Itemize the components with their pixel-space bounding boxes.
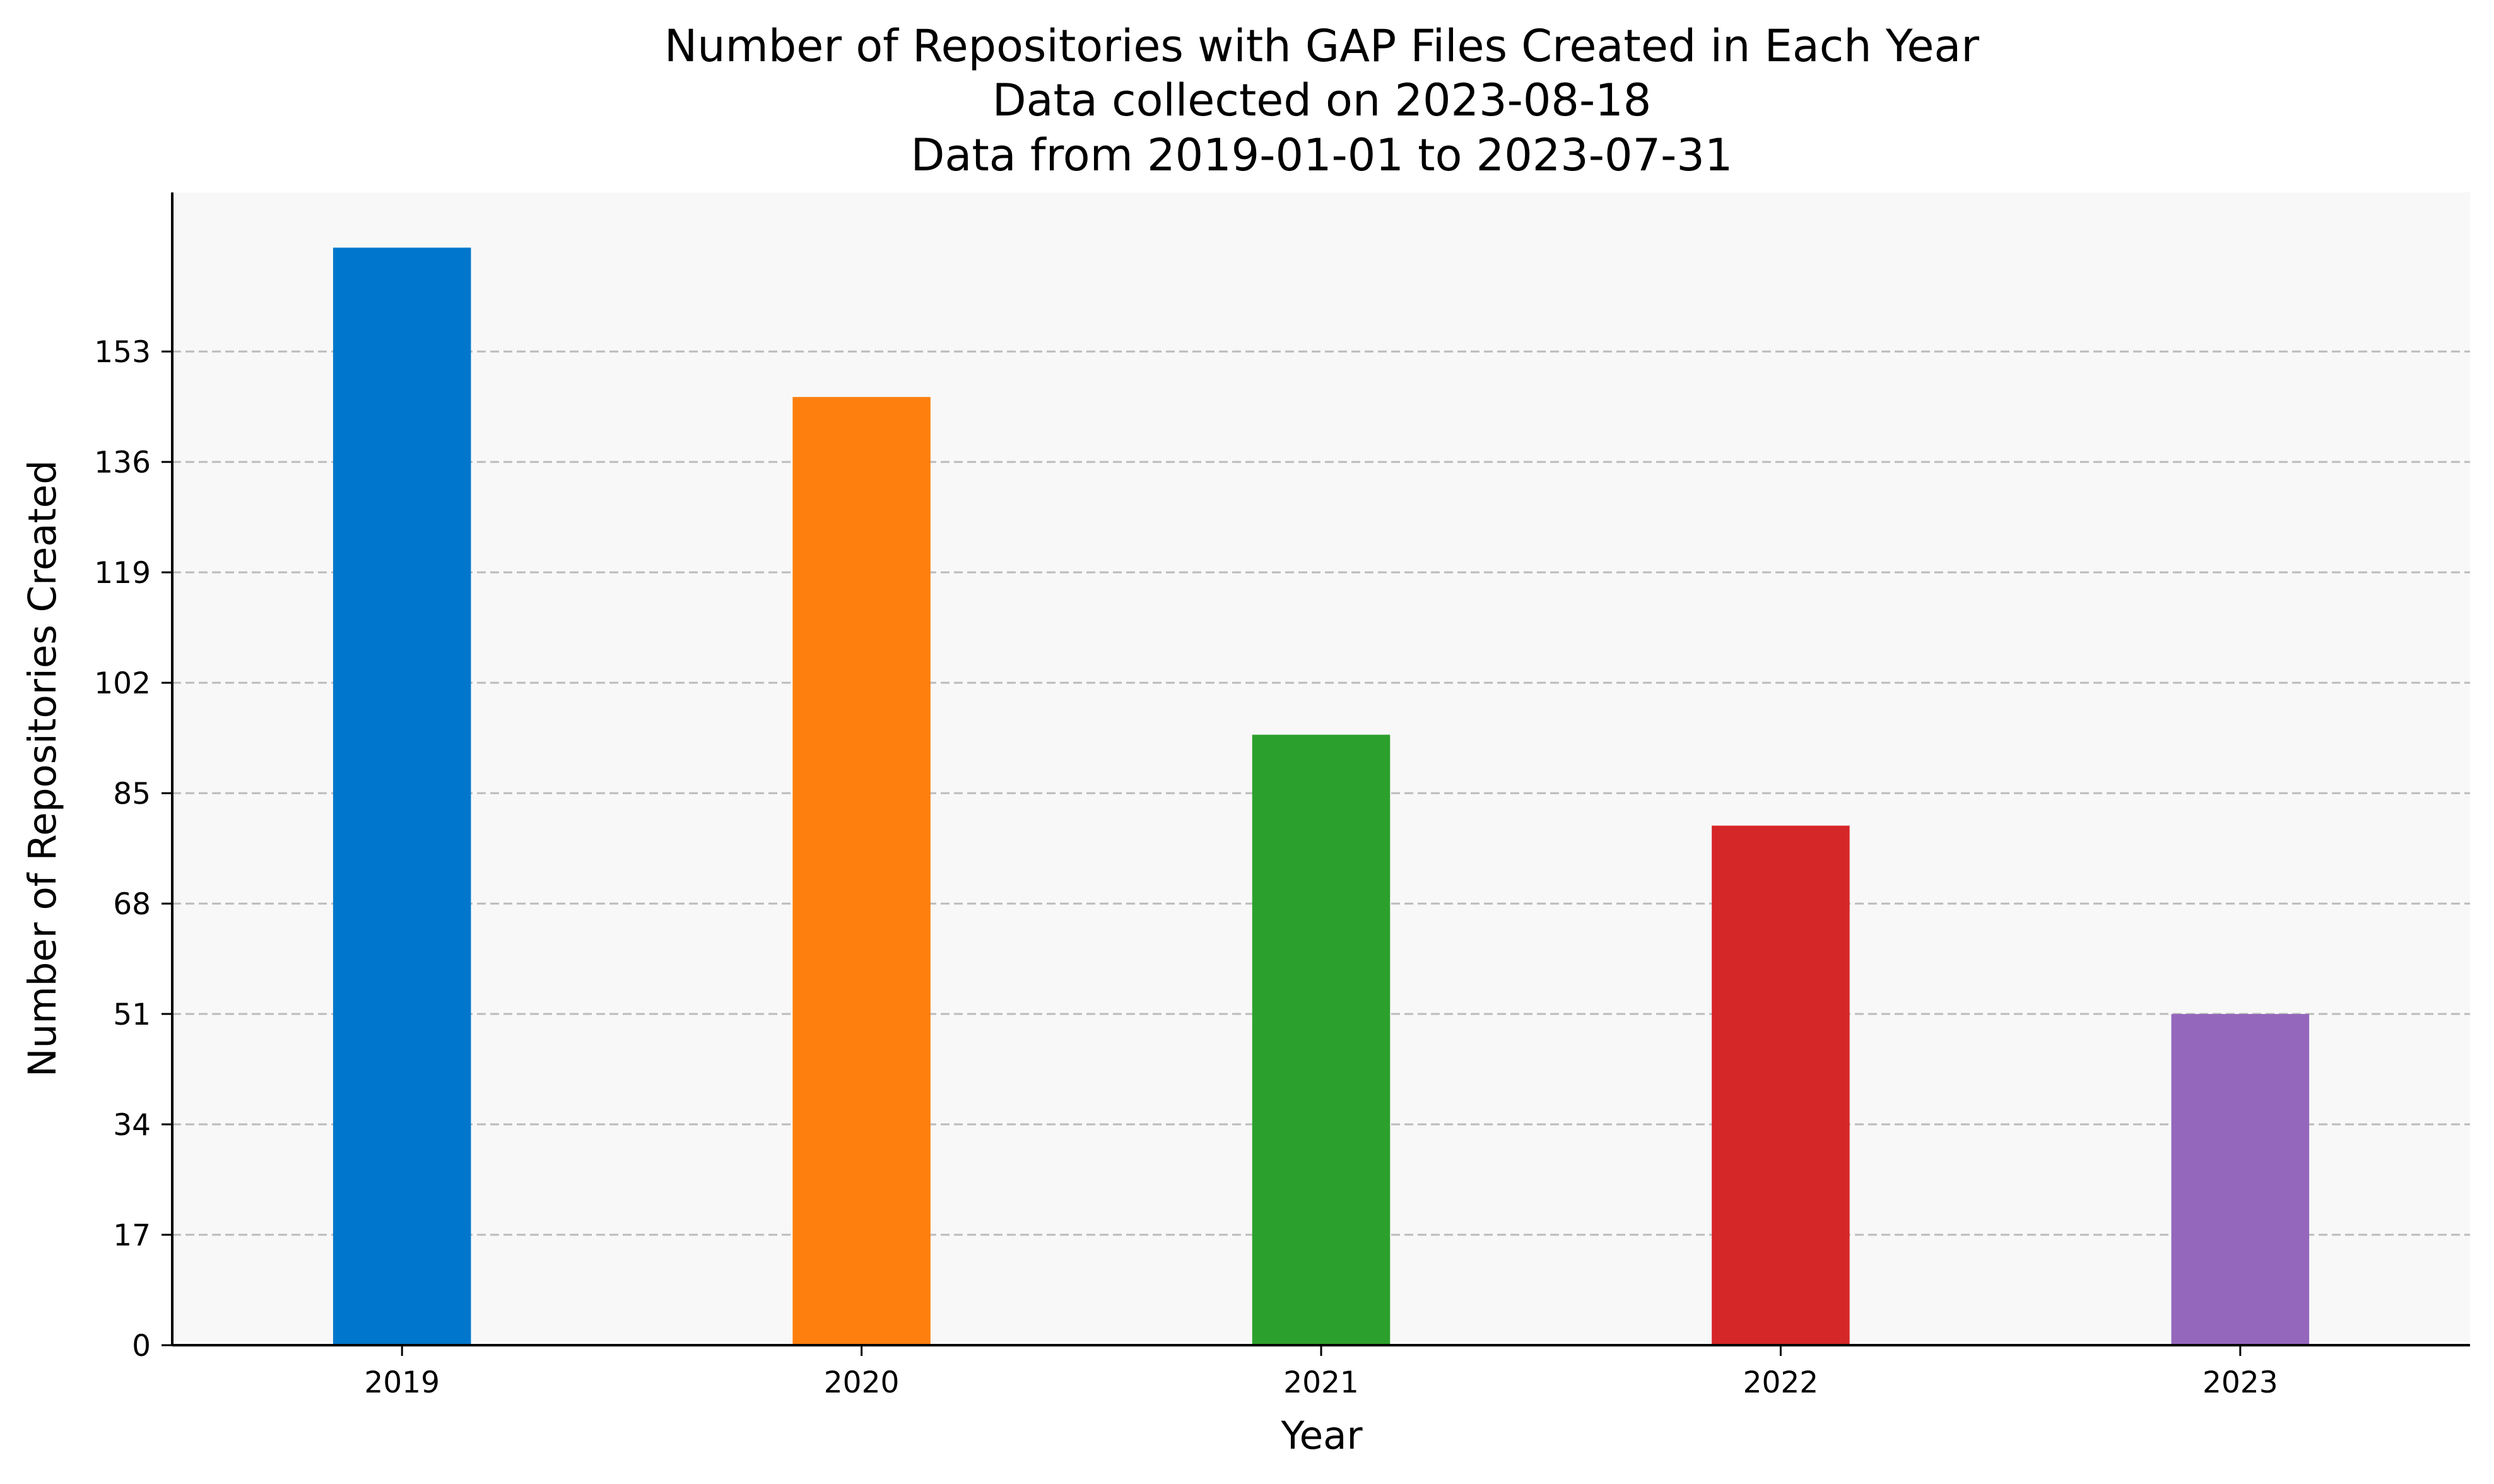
bar-2019: [332, 247, 471, 1346]
x-tick-label: 2020: [824, 1365, 900, 1400]
bar-2022: [1712, 825, 1850, 1345]
y-tick-label: 102: [94, 666, 151, 701]
x-axis-label: Year: [1280, 1413, 1363, 1458]
x-tick-label: 2023: [2203, 1365, 2278, 1400]
bar-2020: [792, 397, 931, 1345]
chart-title-line-1: Number of Repositories with GAP Files Cr…: [664, 20, 1979, 72]
chart-title: Number of Repositories with GAP Files Cr…: [664, 20, 1979, 181]
bars: [332, 247, 2310, 1346]
y-tick-label: 34: [113, 1108, 151, 1143]
y-tick-label: 119: [94, 556, 151, 591]
y-tick-label: 85: [113, 777, 151, 811]
chart-title-line-2: Data collected on 2023-08-18: [992, 74, 1652, 126]
y-axis-label: Number of Repositories Created: [20, 460, 65, 1077]
chart-title-line-3: Data from 2019-01-01 to 2023-07-31: [911, 129, 1733, 181]
y-tick-label: 17: [113, 1218, 151, 1253]
x-tick-label: 2021: [1283, 1365, 1359, 1400]
y-tick-label: 153: [94, 335, 151, 370]
x-tick-label: 2019: [364, 1365, 440, 1400]
y-tick-label: 68: [113, 887, 151, 922]
bar-2023: [2171, 1014, 2310, 1345]
y-tick-label: 51: [113, 998, 151, 1032]
y-ticks: 0 17 34 51 68 85 102 119 136 153: [94, 335, 172, 1363]
x-ticks: 2019 2020 2021 2022 2023: [364, 1345, 2278, 1400]
y-tick-label: 136: [94, 445, 151, 480]
y-gridlines: [172, 350, 2470, 1236]
bar-2021: [1252, 734, 1391, 1345]
x-tick-label: 2022: [1743, 1365, 1819, 1400]
y-tick-label: 0: [132, 1329, 151, 1363]
